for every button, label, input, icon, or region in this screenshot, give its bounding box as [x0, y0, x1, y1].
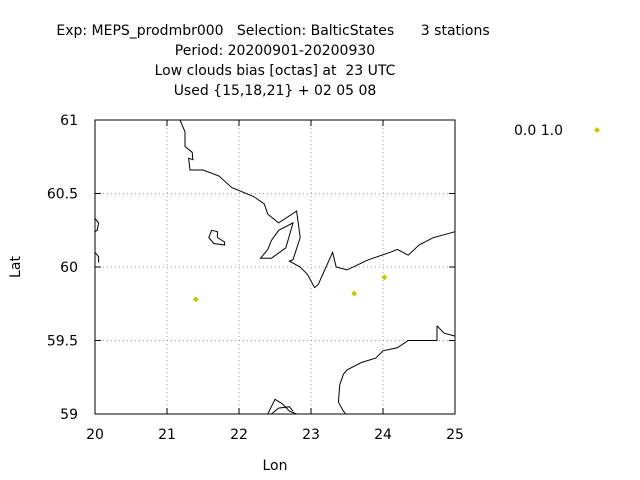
- x-axis-label: Lon: [263, 458, 288, 474]
- data-point: [192, 296, 199, 303]
- coastline: [271, 406, 294, 415]
- y-tick-label: 59: [60, 407, 78, 423]
- coastline: [208, 229, 226, 246]
- legend-marker: [594, 127, 600, 133]
- x-tick-label: 23: [302, 427, 320, 443]
- data-point: [381, 274, 388, 281]
- legend-entry-label: 0.0 1.0: [514, 123, 563, 139]
- data-point: [351, 290, 358, 297]
- x-tick-label: 24: [374, 427, 392, 443]
- coastlines: [94, 119, 456, 415]
- coastline: [436, 325, 456, 337]
- title-line: Low clouds bias [octas] at 23 UTC: [155, 63, 396, 79]
- y-tick-label: 60.5: [47, 187, 78, 203]
- grid: [95, 120, 455, 414]
- coastline: [94, 218, 100, 233]
- y-tick-label: 61: [60, 113, 78, 129]
- chart-title: Exp: MEPS_prodmbr000 Selection: BalticSt…: [56, 23, 489, 99]
- x-tick-label: 22: [230, 427, 248, 443]
- x-tick-label: 25: [446, 427, 464, 443]
- y-tick-label: 59.5: [47, 334, 78, 350]
- x-tick-label: 21: [158, 427, 176, 443]
- legend: 0.0 1.0: [514, 123, 600, 139]
- data-points: [192, 274, 388, 303]
- coastline: [259, 221, 294, 259]
- title-line: Used {15,18,21} + 02 05 08: [174, 83, 377, 99]
- axis-ticks: 20 21 22 23 24 25 59 59.5 60 60.5 61: [47, 113, 464, 443]
- coastline: [179, 119, 456, 289]
- title-line: Period: 20200901-20200930: [175, 43, 375, 59]
- y-tick-label: 60: [60, 260, 78, 276]
- x-tick-label: 20: [86, 427, 104, 443]
- y-axis-label: Lat: [8, 256, 24, 278]
- coastline: [267, 398, 297, 415]
- coastline: [337, 325, 438, 415]
- coastline: [94, 251, 100, 263]
- title-line: Exp: MEPS_prodmbr000 Selection: BalticSt…: [56, 23, 489, 39]
